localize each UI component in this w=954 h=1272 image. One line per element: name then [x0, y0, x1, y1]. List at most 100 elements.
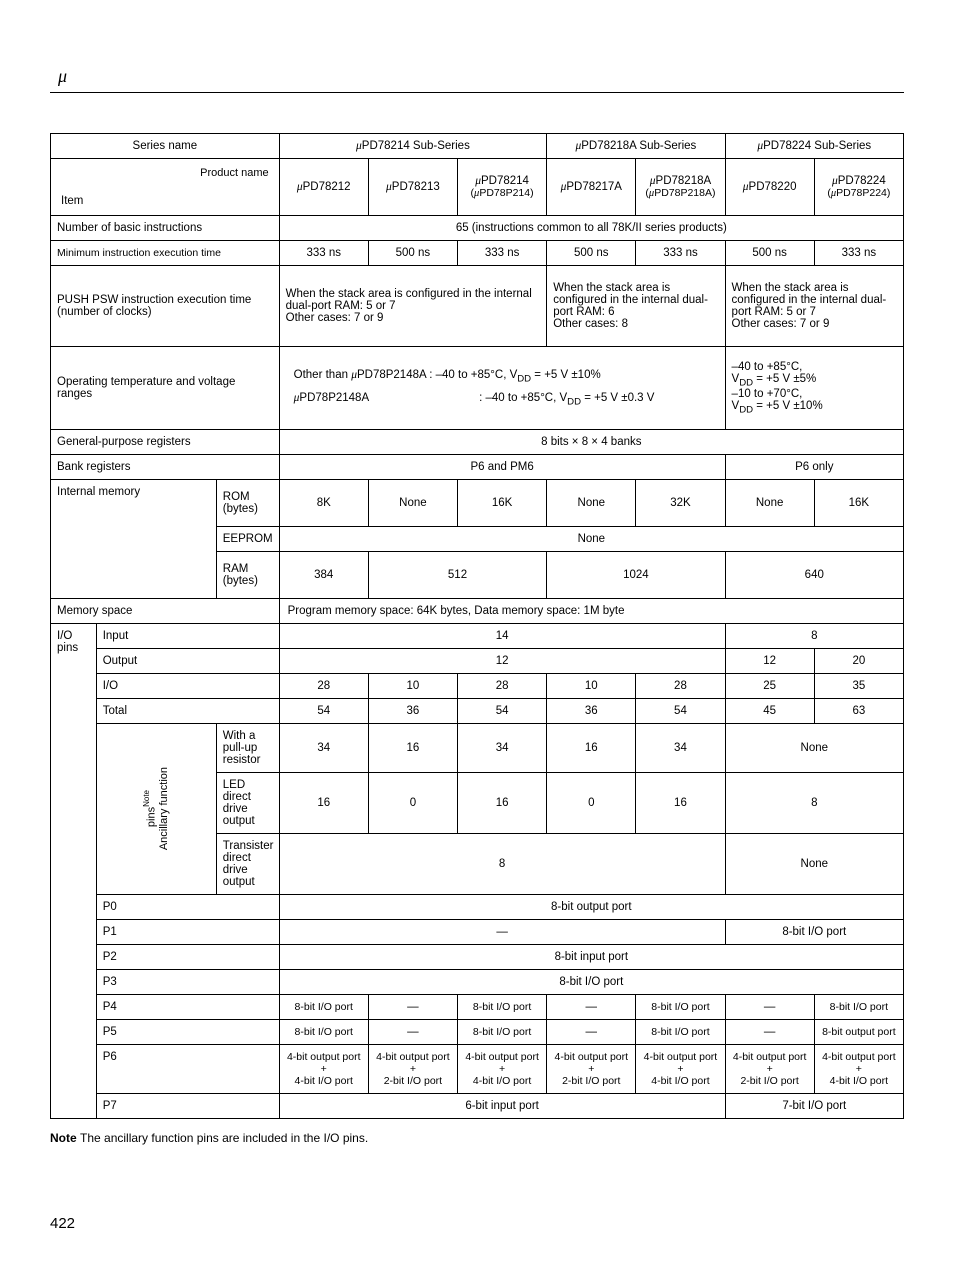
min-exec-2: 333 ns — [457, 241, 546, 266]
min-exec-6: 333 ns — [814, 241, 903, 266]
io-4: 28 — [636, 674, 725, 699]
spec-table: Series name μPD78214 Sub-Series μPD78218… — [50, 133, 904, 1119]
p5-3: — — [547, 1020, 636, 1045]
p4-5: — — [725, 995, 814, 1020]
col-p2: μPD78213 — [368, 159, 457, 216]
output-label: Output — [96, 649, 279, 674]
bank-v2: P6 only — [725, 455, 903, 480]
p5-label: P5 — [96, 1020, 279, 1045]
p6-6: 4-bit output port+4-bit I/O port — [814, 1045, 903, 1094]
footnote: Note The ancillary function pins are inc… — [50, 1131, 904, 1145]
subseries-3: μPD78224 Sub-Series — [725, 134, 903, 159]
series-name-header: Series name — [51, 134, 280, 159]
p5-0: 8-bit I/O port — [279, 1020, 368, 1045]
led-last: 8 — [725, 773, 903, 834]
p6-4: 4-bit output port+4-bit I/O port — [636, 1045, 725, 1094]
optemp-main: Other than μPD78P2148A : –40 to +85°C, V… — [279, 347, 725, 430]
p7-v2: 7-bit I/O port — [725, 1094, 903, 1119]
total-6: 63 — [814, 699, 903, 724]
col-p1: μPD78212 — [279, 159, 368, 216]
p5-5: — — [725, 1020, 814, 1045]
ram-v4: 640 — [725, 552, 903, 599]
pullup-3: 16 — [547, 724, 636, 773]
total-1: 36 — [368, 699, 457, 724]
pullup-1: 16 — [368, 724, 457, 773]
row-gpr-label: General-purpose registers — [51, 430, 280, 455]
io-3: 10 — [547, 674, 636, 699]
p6-3: 4-bit output port+2-bit I/O port — [547, 1045, 636, 1094]
anc-label: pinsNote Ancillary function — [96, 724, 216, 895]
led-3: 0 — [547, 773, 636, 834]
bank-v1: P6 and PM6 — [279, 455, 725, 480]
optemp-right: –40 to +85°C, VDD = +5 V ±5% –10 to +70°… — [725, 347, 903, 430]
io-2: 28 — [457, 674, 546, 699]
min-exec-4: 333 ns — [636, 241, 725, 266]
p4-6: 8-bit I/O port — [814, 995, 903, 1020]
p2-label: P2 — [96, 945, 279, 970]
p6-1: 4-bit output port+2-bit I/O port — [368, 1045, 457, 1094]
pullup-0: 34 — [279, 724, 368, 773]
total-label: Total — [96, 699, 279, 724]
memspace-val: Program memory space: 64K bytes, Data me… — [279, 599, 903, 624]
pullup-4: 34 — [636, 724, 725, 773]
eeprom-val: None — [279, 527, 903, 552]
p4-0: 8-bit I/O port — [279, 995, 368, 1020]
pullup-2: 34 — [457, 724, 546, 773]
trans-v2: None — [725, 834, 903, 895]
p1-label: P1 — [96, 920, 279, 945]
col-p5: μPD78218A(μPD78P218A) — [636, 159, 725, 216]
col-p6: μPD78220 — [725, 159, 814, 216]
p7-label: P7 — [96, 1094, 279, 1119]
ram-v2: 512 — [368, 552, 546, 599]
p7-v1: 6-bit input port — [279, 1094, 725, 1119]
mu-symbol: μ — [58, 66, 67, 87]
p1-v2: 8-bit I/O port — [725, 920, 903, 945]
p5-6: 8-bit output port — [814, 1020, 903, 1045]
io-6: 35 — [814, 674, 903, 699]
led-label: LED direct drive output — [216, 773, 279, 834]
p6-2: 4-bit output port+4-bit I/O port — [457, 1045, 546, 1094]
rom-0: 8K — [279, 480, 368, 527]
row-basic-instr-label: Number of basic instructions — [51, 216, 280, 241]
output-v1: 12 — [279, 649, 725, 674]
row-push-label: PUSH PSW instruction execution time (num… — [51, 266, 280, 347]
led-0: 16 — [279, 773, 368, 834]
row-optemp-label: Operating temperature and voltage ranges — [51, 347, 280, 430]
p5-4: 8-bit I/O port — [636, 1020, 725, 1045]
min-exec-5: 500 ns — [725, 241, 814, 266]
row-iopins-label: I/O pins — [51, 624, 97, 1119]
total-3: 36 — [547, 699, 636, 724]
p5-1: — — [368, 1020, 457, 1045]
push-c1: When the stack area is configured in the… — [279, 266, 547, 347]
trans-label: Transister direct drive output — [216, 834, 279, 895]
led-2: 16 — [457, 773, 546, 834]
input-label: Input — [96, 624, 279, 649]
subseries-1: μPD78214 Sub-Series — [279, 134, 547, 159]
io-1: 10 — [368, 674, 457, 699]
rom-5: None — [725, 480, 814, 527]
p0-val: 8-bit output port — [279, 895, 903, 920]
total-4: 54 — [636, 699, 725, 724]
col-p3: μPD78214(μPD78P214) — [457, 159, 546, 216]
min-exec-3: 500 ns — [547, 241, 636, 266]
io-0: 28 — [279, 674, 368, 699]
p2-val: 8-bit input port — [279, 945, 903, 970]
col-p7: μPD78224(μPD78P224) — [814, 159, 903, 216]
ram-v3: 1024 — [547, 552, 725, 599]
p4-label: P4 — [96, 995, 279, 1020]
min-exec-0: 333 ns — [279, 241, 368, 266]
rom-label: ROM (bytes) — [216, 480, 279, 527]
eeprom-label: EEPROM — [216, 527, 279, 552]
p6-5: 4-bit output port+2-bit I/O port — [725, 1045, 814, 1094]
rom-4: 32K — [636, 480, 725, 527]
item-product-header: Product name Item — [51, 159, 280, 216]
row-basic-instr-val: 65 (instructions common to all 78K/II se… — [279, 216, 903, 241]
output-v2: 12 — [725, 649, 814, 674]
rom-2: 16K — [457, 480, 546, 527]
p3-label: P3 — [96, 970, 279, 995]
input-v2: 8 — [725, 624, 903, 649]
total-5: 45 — [725, 699, 814, 724]
total-0: 54 — [279, 699, 368, 724]
rom-1: None — [368, 480, 457, 527]
p1-v1: — — [279, 920, 725, 945]
